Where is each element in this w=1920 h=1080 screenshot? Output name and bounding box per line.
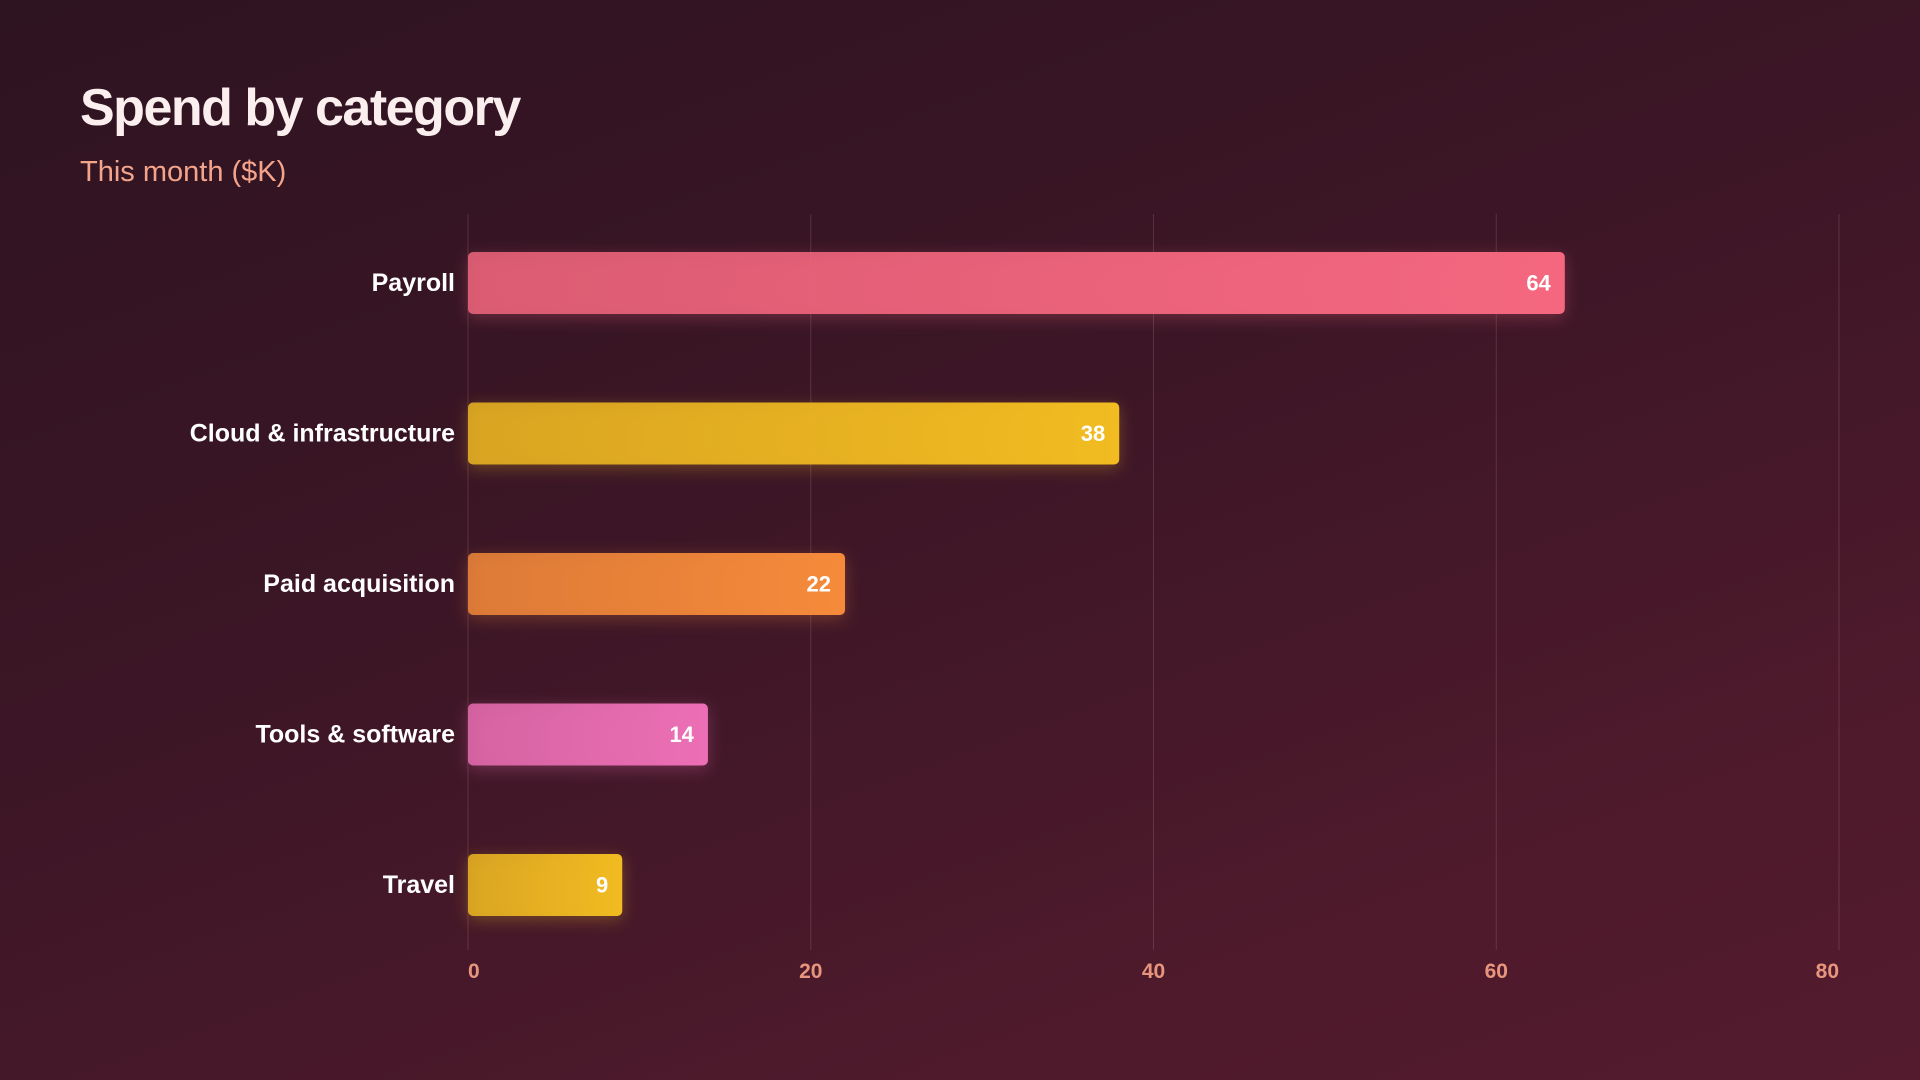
bar-cloud-and-infrastructure [468, 402, 1120, 465]
bar-paid-acquisition [468, 553, 846, 615]
x-tick-label: 80 [1816, 960, 1839, 983]
value-label: 14 [669, 722, 694, 747]
value-label: 9 [596, 873, 608, 898]
x-axis-ticks: 0 20 40 60 80 [468, 960, 1839, 983]
category-label: Paid acquisition [263, 570, 455, 598]
value-label: 64 [1526, 271, 1551, 296]
value-label: 22 [807, 572, 831, 597]
x-tick-label: 20 [799, 960, 822, 983]
category-label: Travel [383, 871, 455, 899]
bar-tools-and-software [468, 703, 708, 766]
category-labels: Payroll Cloud & infrastructure Paid acquis… [190, 269, 455, 899]
x-tick-label: 60 [1485, 960, 1508, 983]
category-label: Tools & software [255, 721, 455, 749]
bar-payroll [468, 252, 1565, 314]
x-tick-label: 0 [468, 960, 480, 983]
category-label: Cloud & infrastructure [190, 420, 455, 448]
value-label: 38 [1081, 421, 1105, 446]
category-label: Payroll [372, 269, 455, 297]
value-labels: 64 38 22 14 9 [596, 271, 1552, 898]
chart-title: Spend by category [80, 79, 521, 137]
chart-subtitle: This month ($K) [80, 156, 287, 188]
x-tick-label: 40 [1142, 960, 1165, 983]
bars [468, 252, 1565, 920]
bar-travel [468, 854, 623, 916]
